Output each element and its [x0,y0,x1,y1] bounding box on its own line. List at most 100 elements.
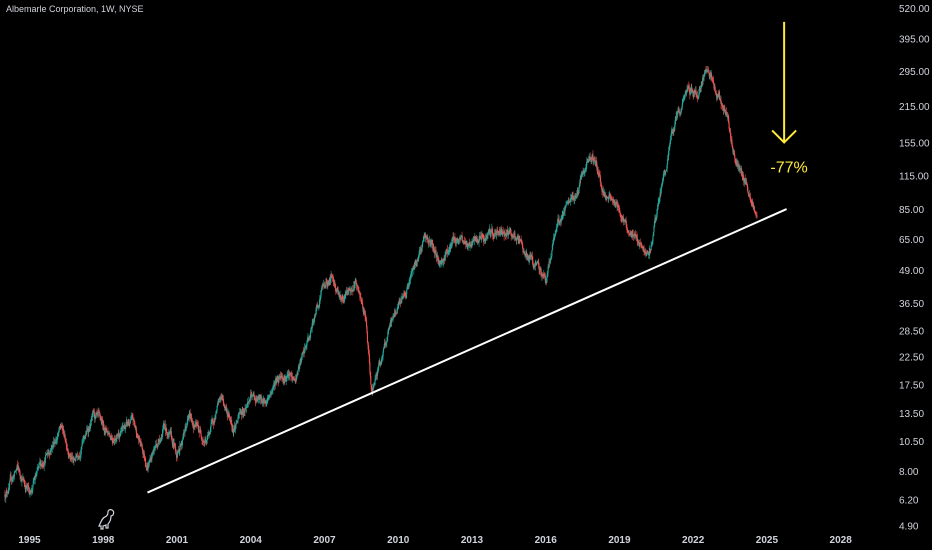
candle-body [38,463,40,467]
candle-body [191,417,193,421]
candle-body [710,74,712,77]
x-tick-label: 2010 [387,535,410,546]
candle-body [135,428,137,434]
candle-body [560,218,562,222]
candle-body [591,155,593,160]
candle-body [409,279,411,281]
candle-body [577,192,579,194]
candle-body [10,478,13,480]
candle-body [134,426,136,429]
candle-body [612,199,614,203]
candle-body [510,233,512,236]
candle-body [718,93,720,96]
candle-body [689,91,691,95]
candle-body [699,88,701,91]
candle-body [167,434,170,435]
candle-body [150,457,152,461]
candle-body [101,420,103,423]
candle-body [245,406,248,409]
candle-body [633,235,635,237]
candle-body [145,465,147,469]
candle-body [711,78,713,81]
candle-body [732,151,734,153]
candle-body [268,397,270,398]
candle-body [636,237,638,242]
candle-body [433,246,435,251]
candle-body [556,227,558,231]
time-axis[interactable]: 1995 1998 2001 2004 2007 2010 2013 2016 2019 2022… [18,535,852,546]
candle-body [547,266,550,268]
candle-body [8,485,10,488]
candle-body [272,385,274,388]
candle-body [265,402,267,404]
candle-body [733,151,735,155]
candle-body [369,371,371,377]
candle-body [458,238,460,243]
candle-body [233,431,235,433]
candle-body [558,223,560,224]
candle-body [722,107,724,111]
candle-body [551,250,553,257]
down-arrow-icon[interactable] [771,21,797,144]
candle-body [418,250,421,255]
candle-body [256,399,258,400]
candle-body [297,370,299,375]
candle-body [115,438,118,442]
candle-body [746,186,749,191]
candle-body [337,291,339,295]
support-trendline[interactable] [147,208,787,494]
candle-body [753,204,755,209]
candle-body [581,173,583,178]
candle-body [501,229,503,233]
candle-body [32,484,34,490]
candle-body [430,243,432,246]
candle-body [151,452,153,454]
candle-body [499,231,501,234]
candle-body [360,296,362,299]
candle-body [254,398,257,402]
candle-body [345,293,347,295]
candle-body [372,387,374,392]
candle-body [116,434,118,436]
candle-body [411,268,413,272]
candle-body [65,441,67,443]
candle-body [494,233,496,237]
candle-body [46,453,49,455]
candle-body [171,436,173,438]
candle-body [330,278,332,281]
candle-body [516,239,518,240]
drawdown-label[interactable]: -77% [770,160,807,177]
candle-body [480,237,482,239]
candle-body [313,315,316,322]
price-axis[interactable]: 520.00 395.00 295.00 215.00 155.00 115.00 85.0… [899,4,930,532]
candle-body [217,403,219,406]
candle-body [101,420,103,422]
candle-body [672,131,674,134]
candle-body [9,481,11,486]
candle-body [16,464,18,469]
candle-body [271,391,273,393]
candle-body [572,195,574,199]
candle-body [113,441,115,443]
candle-body [222,396,224,400]
candle-body [4,494,6,497]
candle-body [483,240,485,242]
candle-body [605,195,607,199]
candle-body [415,260,417,264]
candle-body [173,443,175,445]
candle-body [182,434,184,440]
candle-body [315,309,317,314]
candle-body [752,203,754,206]
candle-body [69,455,71,457]
candle-body [669,139,672,144]
candle-body [750,200,752,202]
candle-body [651,242,653,246]
candle-body [75,456,77,461]
candle-body [23,482,25,484]
candle-body [534,265,536,266]
candle-body [250,393,252,396]
candle-body [300,361,302,364]
candle-body [207,432,209,436]
candle-body [674,124,676,131]
